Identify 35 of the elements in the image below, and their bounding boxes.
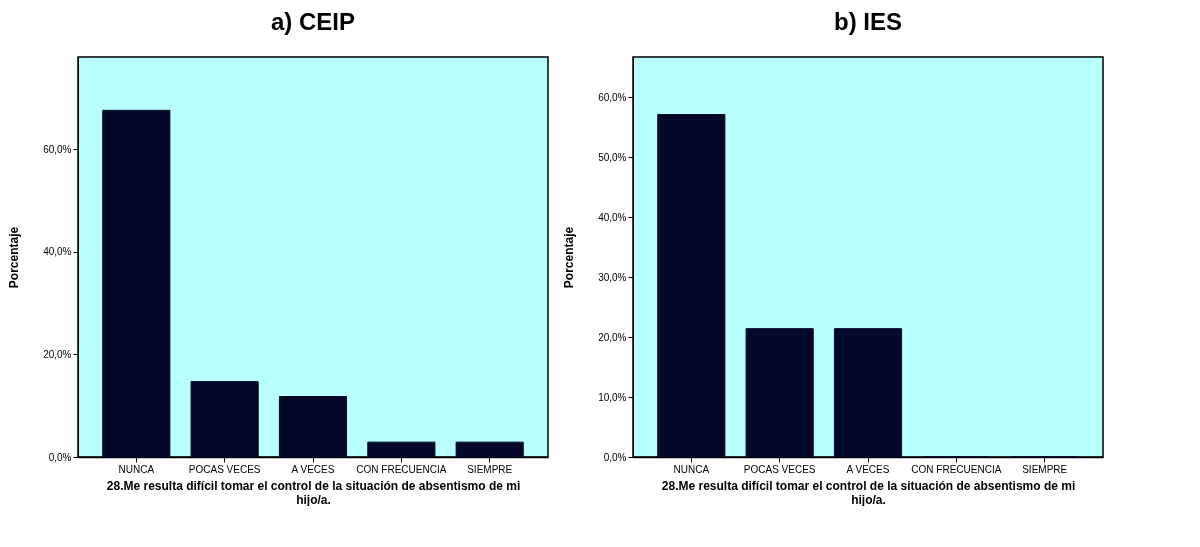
bar: [190, 381, 259, 458]
x-tick-label: A VECES: [291, 463, 335, 475]
bar: [745, 328, 814, 458]
x-axis-title: 28.Me resulta difícil tomar el control de la situación de absentismo de mi hijo/a.: [106, 478, 521, 507]
y-tick-label: 30,0%: [598, 271, 627, 283]
x-tick-label: CON FRECUENCIA: [911, 463, 1002, 475]
y-tick-label: 60,0%: [598, 91, 627, 103]
chart-title: a) CEIP: [270, 8, 356, 35]
y-tick-label: 50,0%: [598, 151, 627, 163]
y-tick-label: 40,0%: [43, 246, 72, 258]
y-axis-title: Porcentaje: [7, 226, 22, 289]
x-tick-label: NUNCA: [118, 463, 155, 475]
x-axis-title: 28.Me resulta difícil tomar el control de la situación de absentismo de mi hijo/a.: [661, 478, 1076, 507]
y-tick-label: 0,0%: [48, 451, 72, 463]
chart-title: b) IES: [833, 8, 903, 35]
x-tick-label: A VECES: [846, 463, 890, 475]
y-tick-label: 20,0%: [598, 331, 627, 343]
x-tick-label: NUNCA: [673, 463, 710, 475]
x-tick-label: POCAS VECES: [743, 463, 816, 475]
x-tick-label: SIEMPRE: [1022, 463, 1068, 475]
bar: [833, 328, 903, 458]
x-tick-label: POCAS VECES: [188, 463, 261, 475]
x-tick-label: CON FRECUENCIA: [356, 463, 447, 475]
bar: [455, 441, 524, 458]
bar: [367, 441, 436, 458]
y-tick-label: 20,0%: [43, 348, 72, 360]
bar: [657, 114, 726, 458]
bar: [278, 395, 348, 458]
y-tick-label: 40,0%: [598, 211, 627, 223]
y-tick-label: 60,0%: [43, 143, 72, 155]
y-axis-title: Porcentaje: [562, 226, 577, 289]
y-tick-label: 10,0%: [598, 391, 627, 403]
bar: [102, 109, 171, 458]
x-tick-label: SIEMPRE: [467, 463, 513, 475]
y-tick-label: 0,0%: [603, 451, 627, 463]
